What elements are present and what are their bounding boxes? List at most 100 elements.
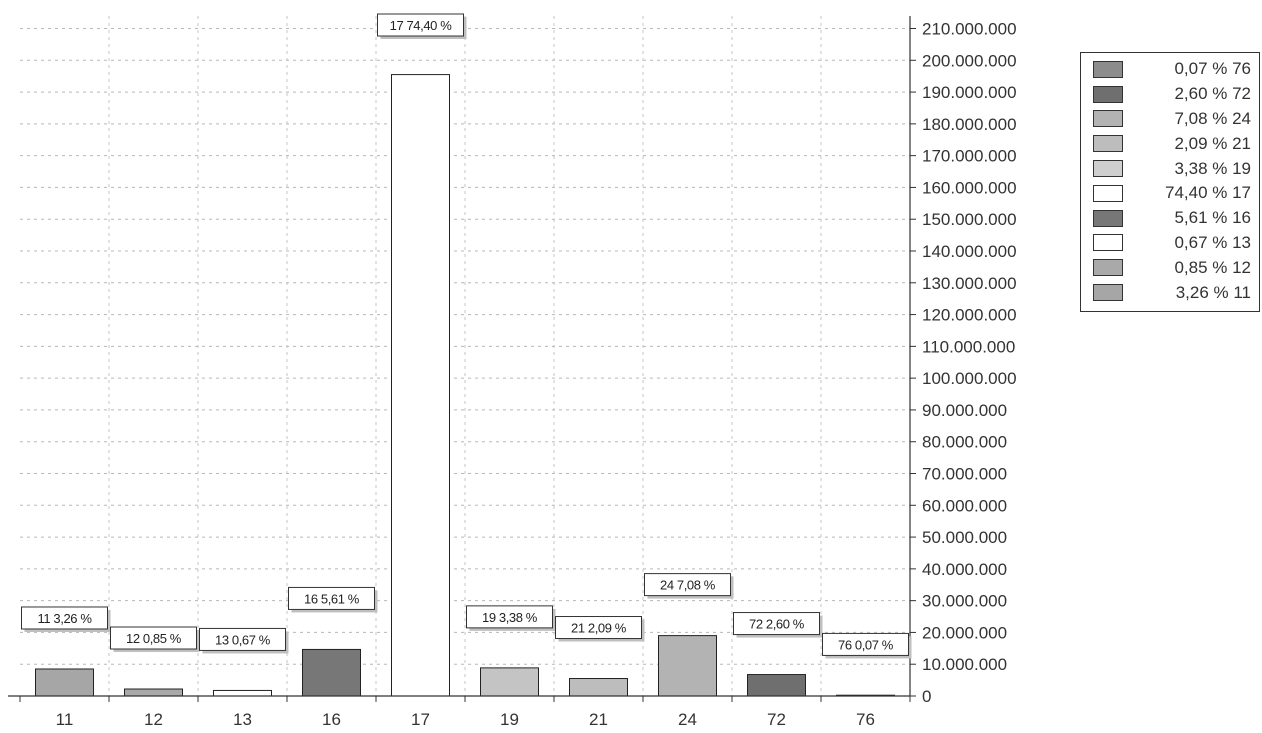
x-tick-label: 76	[856, 710, 875, 729]
legend-item: 74,40 % 17	[1087, 181, 1253, 206]
data-label-box	[110, 626, 197, 650]
legend-item: 0,07 % 76	[1087, 57, 1253, 82]
bar-72	[747, 674, 806, 697]
y-tick-label: 60.000.000	[922, 496, 1007, 515]
bar-16	[302, 648, 361, 697]
legend-item: 0,67 % 13	[1087, 231, 1253, 256]
bars	[35, 74, 895, 697]
y-tick-label: 130.000.000	[922, 274, 1017, 293]
legend-swatch	[1093, 85, 1123, 103]
data-label-text: 72 2,60 %	[749, 617, 805, 632]
data-label-text: 11 3,26 %	[38, 611, 93, 626]
bar-19	[480, 667, 539, 697]
data-label-text: 12 0,85 %	[126, 631, 182, 646]
data-label-text: 19 3,38 %	[482, 610, 538, 625]
legend-item: 2,60 % 72	[1087, 82, 1253, 107]
legend-swatch	[1093, 284, 1123, 302]
legend-swatch	[1093, 135, 1123, 153]
bar-11	[35, 668, 94, 697]
y-tick-label: 100.000.000	[922, 369, 1017, 388]
y-tick-label: 170.000.000	[922, 147, 1017, 166]
axes: 0 10.000.000 20.000.000 30.000.000 40.000.00…	[8, 16, 1017, 729]
legend-label: 2,09 % 21	[1174, 133, 1251, 153]
x-tick-label: 19	[500, 710, 519, 729]
legend-swatch	[1093, 234, 1123, 252]
data-label-21: 21 2,09 %	[555, 616, 645, 642]
legend-label: 0,85 % 12	[1174, 257, 1251, 277]
bar-17	[391, 74, 450, 697]
bar-24	[658, 635, 717, 697]
y-tick-label: 190.000.000	[922, 83, 1017, 102]
bar-13	[213, 689, 272, 697]
legend-label: 5,61 % 16	[1174, 208, 1251, 228]
data-label-24: 24 7,08 %	[644, 573, 734, 599]
x-tick-label: 72	[767, 710, 786, 729]
legend-label: 0,07 % 76	[1174, 59, 1251, 79]
legend-item: 5,61 % 16	[1087, 206, 1253, 231]
data-label-12: 12 0,85 %	[110, 626, 200, 653]
legend-label: 3,26 % 11	[1175, 282, 1251, 302]
grid-lines	[20, 16, 910, 696]
legend-label: 2,60 % 72	[1174, 84, 1251, 104]
legend-swatch	[1093, 209, 1123, 227]
data-label-text: 76 0,07 %	[838, 637, 894, 652]
x-tick-label: 24	[678, 710, 697, 729]
data-label-text: 24 7,08 %	[660, 578, 716, 593]
legend-item: 7,08 % 24	[1087, 107, 1253, 132]
y-tick-label: 210.000.000	[922, 20, 1017, 39]
bar-21	[569, 678, 628, 697]
legend-label: 7,08 % 24	[1174, 108, 1251, 128]
data-label-box	[288, 586, 375, 610]
legend-label: 3,38 % 19	[1174, 158, 1251, 178]
legend-swatch	[1093, 110, 1123, 128]
y-tick-label: 200.000.000	[922, 51, 1017, 70]
y-tick-label: 150.000.000	[922, 210, 1017, 229]
y-tick-label: 160.000.000	[922, 178, 1017, 197]
legend-item: 0,85 % 12	[1087, 255, 1253, 280]
y-tick-label: 180.000.000	[922, 115, 1017, 134]
y-tick-label: 140.000.000	[922, 242, 1017, 261]
x-tick-label: 13	[233, 710, 252, 729]
data-labels: 11 3,26 % 12 0,85 % 13 0,67 % 16 5,61 % 17 7…	[21, 13, 912, 659]
data-label-box	[644, 573, 731, 597]
data-label-11: 11 3,26 %	[21, 606, 111, 632]
y-tick-label: 120.000.000	[922, 306, 1017, 325]
data-label-76: 76 0,07 %	[822, 632, 912, 659]
x-tick-label: 11	[56, 710, 74, 729]
data-label-19: 19 3,38 %	[466, 605, 556, 631]
legend-swatch	[1093, 184, 1123, 202]
y-tick-label: 20.000.000	[922, 623, 1007, 642]
data-label-box	[199, 627, 286, 651]
data-label-box	[822, 632, 909, 656]
y-tick-label: 80.000.000	[922, 433, 1007, 452]
y-tick-label: 0	[922, 687, 931, 706]
data-label-box	[733, 612, 820, 636]
x-tick-label: 16	[322, 710, 341, 729]
legend-swatch	[1093, 259, 1123, 277]
y-tick-label: 110.000.000	[922, 337, 1015, 356]
y-tick-label: 50.000.000	[922, 528, 1007, 547]
legend-label: 74,40 % 17	[1164, 183, 1251, 203]
y-tick-label: 90.000.000	[922, 401, 1007, 420]
data-label-13: 13 0,67 %	[199, 627, 289, 654]
y-tick-label: 40.000.000	[922, 560, 1007, 579]
y-tick-label: 10.000.000	[922, 655, 1007, 674]
data-label-box	[555, 616, 642, 640]
data-label-text: 21 2,09 %	[571, 621, 627, 636]
x-tick-label: 12	[144, 710, 163, 729]
legend-swatch	[1093, 60, 1123, 78]
legend-item: 3,38 % 19	[1087, 156, 1253, 181]
bar-chart: 0 10.000.000 20.000.000 30.000.000 40.000.00…	[8, 13, 1017, 729]
x-tick-label: 21	[589, 710, 608, 729]
data-label-box	[377, 13, 464, 37]
legend-item: 3,26 % 11	[1087, 280, 1253, 305]
legend-item: 2,09 % 21	[1087, 131, 1253, 156]
bar-12	[124, 688, 183, 697]
data-label-box	[466, 605, 553, 629]
x-tick-label: 17	[411, 710, 430, 729]
y-tick-label: 30.000.000	[922, 592, 1007, 611]
data-label-text: 17 74,40 %	[390, 18, 453, 33]
data-label-16: 16 5,61 %	[288, 586, 378, 613]
data-label-text: 13 0,67 %	[215, 632, 271, 647]
y-tick-label: 70.000.000	[922, 465, 1007, 484]
